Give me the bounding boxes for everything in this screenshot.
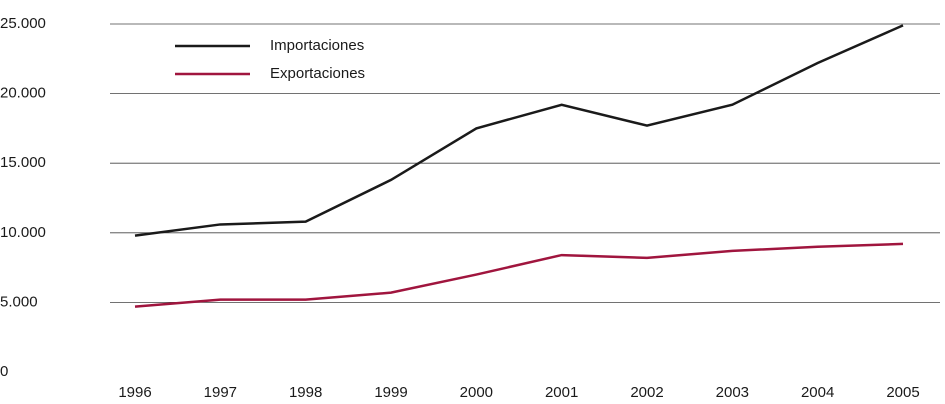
x-tick-label: 1998 — [289, 384, 322, 401]
series-line — [134, 242, 904, 308]
y-tick-label: 0 — [0, 363, 8, 380]
x-tick-label: 2000 — [460, 384, 493, 401]
legend-label: Importaciones — [270, 37, 364, 54]
x-tick-label: 2003 — [716, 384, 749, 401]
x-tick-label: 1999 — [374, 384, 407, 401]
x-tick-label: 2004 — [801, 384, 834, 401]
x-tick-label: 2005 — [886, 384, 919, 401]
y-tick-label: 5.000 — [0, 293, 38, 310]
legend-label: Exportaciones — [270, 65, 365, 82]
x-tick-label: 1997 — [204, 384, 237, 401]
x-tick-label: 2002 — [630, 384, 663, 401]
y-tick-label: 15.000 — [0, 154, 46, 171]
x-tick-label: 2001 — [545, 384, 578, 401]
y-tick-label: 20.000 — [0, 85, 46, 102]
y-tick-label: 10.000 — [0, 224, 46, 241]
series-line — [134, 24, 904, 237]
y-tick-label: 25.000 — [0, 15, 46, 32]
x-tick-label: 1996 — [118, 384, 151, 401]
